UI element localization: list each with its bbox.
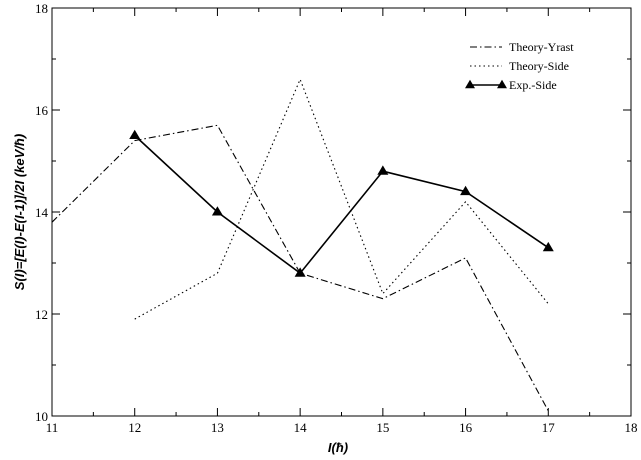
y-tick-label: 14 [35,205,49,220]
legend-label: Theory-Yrast [509,40,574,54]
x-tick-label: 13 [211,420,224,435]
x-tick-label: 16 [459,420,473,435]
x-tick-label: 18 [625,420,638,435]
x-tick-label: 17 [542,420,556,435]
data-point-exp-side [211,206,223,216]
series-layer [51,77,554,412]
y-axis-title: S(I)=[E(I)-E(I-1)]/2I (keV/ħ) [12,134,27,290]
x-tick-label: 14 [294,420,308,435]
data-point-exp-side [377,165,389,175]
axis-ticks [51,7,632,417]
data-point-exp-side [460,185,472,196]
y-tick-label: 10 [35,409,48,424]
series-line-theory-side [134,77,549,320]
x-axis-title: I(ħ) [328,440,348,455]
series-line-exp-side [134,134,549,275]
legend-item-theory-side: Theory-Side [470,59,569,73]
legend: Theory-Yrast Theory-Side Exp.-Side [465,40,574,92]
series-line-theory-yrast [51,124,549,412]
x-tick-label: 12 [128,420,141,435]
y-tick-label: 18 [35,1,48,16]
tick-labels: 11 12 13 14 15 16 17 18 10 12 14 16 18 [35,1,638,435]
x-tick-label: 11 [46,420,59,435]
legend-label: Theory-Side [509,59,569,73]
series-exp-side [129,129,554,277]
legend-item-theory-yrast: Theory-Yrast [470,40,574,54]
x-tick-label: 15 [376,420,389,435]
series-theory-yrast [51,124,549,412]
legend-item-exp-side: Exp.-Side [465,78,557,92]
y-tick-label: 16 [35,103,49,118]
legend-label: Exp.-Side [509,78,557,92]
legend-marker [497,79,507,89]
data-point-exp-side [294,267,306,277]
data-point-exp-side [542,241,554,252]
series-theory-side [134,77,549,320]
legend-marker [465,79,475,89]
data-point-exp-side [129,129,141,140]
y-tick-label: 12 [35,307,48,322]
